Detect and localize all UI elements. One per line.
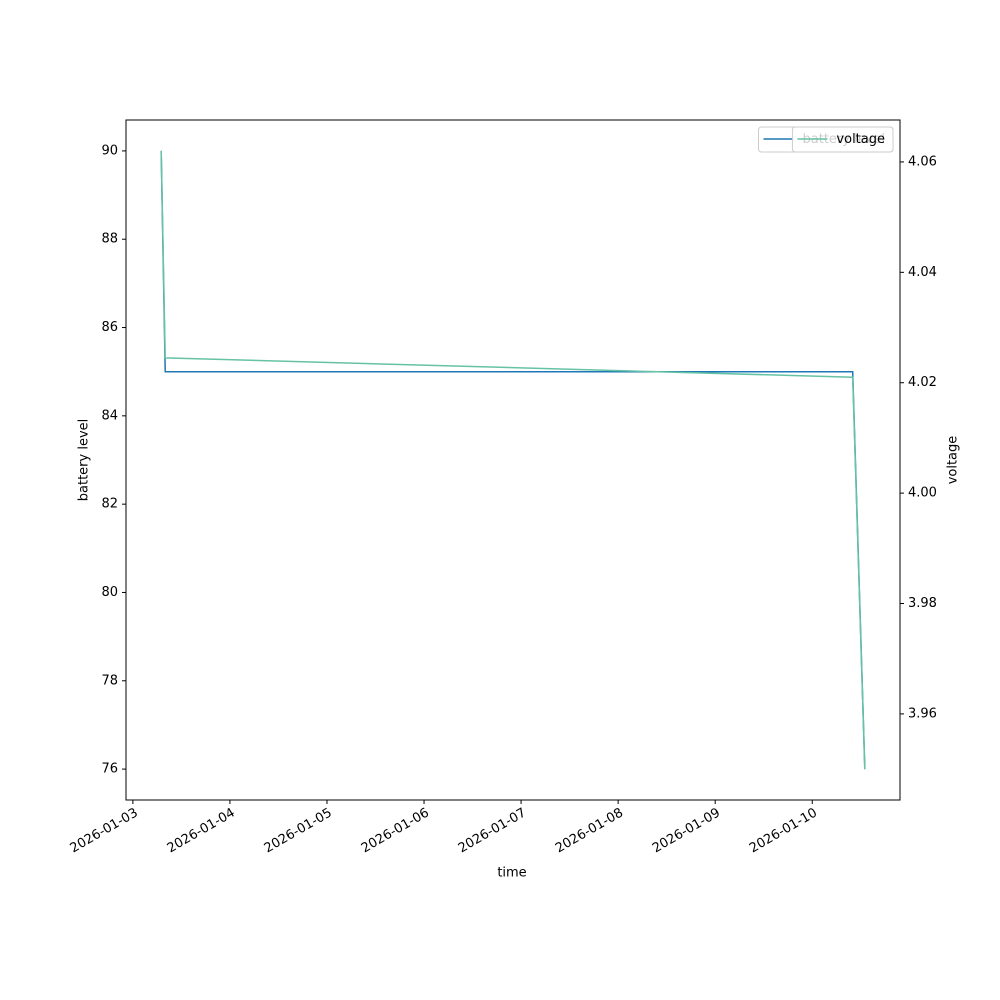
y-tick-label: 78 [101, 673, 118, 688]
y2-axis-label: voltage [946, 436, 961, 485]
y-tick-label: 88 [101, 232, 118, 247]
y2-tick-label: 4.02 [908, 375, 937, 390]
y-tick-label: 80 [101, 585, 118, 600]
y2-tick-label: 4.04 [908, 265, 937, 280]
legend-box [791, 126, 894, 153]
x-tick-label: 2026-01-08 [553, 806, 626, 857]
y2-tick-label: 3.98 [908, 596, 937, 611]
axes-frame [125, 119, 901, 801]
x-tick-label: 2026-01-07 [456, 806, 529, 857]
legend: voltage [791, 126, 894, 153]
y-tick-label: 82 [101, 497, 118, 512]
x-tick-label: 2026-01-04 [165, 806, 238, 857]
data-line [160, 150, 866, 770]
y-tick-label: 90 [101, 143, 118, 158]
x-tick-label: 2026-01-05 [262, 806, 335, 857]
y-tick-label: 86 [101, 320, 118, 335]
legend-label: voltage [836, 132, 885, 147]
y-tick-label: 76 [101, 762, 118, 777]
x-tick-label: 2026-01-10 [747, 806, 820, 857]
x-tick-label: 2026-01-09 [650, 806, 723, 857]
y-tick-label: 84 [101, 408, 118, 423]
x-axis-label: time [497, 866, 526, 881]
y2-tick-label: 4.00 [908, 486, 937, 501]
y-axis-label: battery level [77, 419, 92, 502]
plot-area [126, 120, 900, 800]
y2-tick-label: 3.96 [908, 706, 937, 721]
x-tick-label: 2026-01-06 [359, 806, 432, 857]
y2-tick-label: 4.06 [908, 154, 937, 169]
x-tick-label: 2026-01-03 [68, 806, 141, 857]
